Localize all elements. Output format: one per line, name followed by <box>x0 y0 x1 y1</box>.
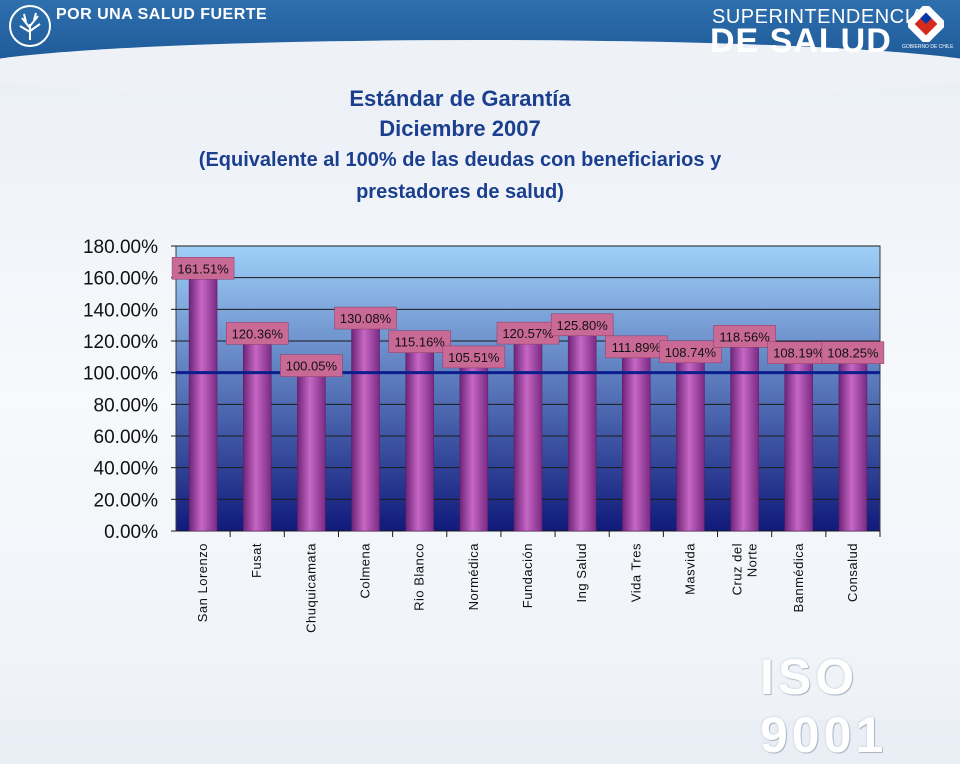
y-tick-label: 140.00% <box>83 300 158 321</box>
x-tick-label: Fundación <box>520 543 535 608</box>
bar <box>622 353 651 532</box>
data-label: 120.36% <box>232 326 284 341</box>
y-tick-label: 100.00% <box>83 364 158 385</box>
data-label-box <box>821 341 885 364</box>
brand-top-text: SUPERINTENDENCIA <box>712 6 925 28</box>
x-tick-label-line: Rio Blanco <box>412 543 427 611</box>
x-tick-label-line: Norte <box>745 543 760 577</box>
x-tick-label: Normédica <box>466 543 481 611</box>
brand-bottom-text: DE SALUD <box>710 22 892 60</box>
bar <box>784 359 814 532</box>
x-tick-label: Ing Salud <box>574 543 589 602</box>
bar <box>567 331 597 532</box>
y-tick-label: 180.00% <box>83 237 158 258</box>
bar <box>459 363 489 532</box>
x-tick-label-line: Consalud <box>845 543 860 602</box>
data-label: 108.25% <box>827 346 879 361</box>
data-label: 115.16% <box>395 335 446 350</box>
data-label: 105.51% <box>448 350 500 365</box>
data-label-box <box>442 345 506 369</box>
title-line-3: (Equivalente al 100% de las deudas con b… <box>198 149 722 171</box>
data-label-box <box>280 354 343 377</box>
y-tick-label: 20.00% <box>94 490 159 511</box>
bar-chart: 0.00% 20.00% 40.00% 60.00% 80.00% 100.00% 120.… <box>83 237 885 633</box>
data-label: 120.57% <box>502 326 554 341</box>
x-tick-label: San Lorenzo <box>195 543 210 622</box>
data-label: 108.19% <box>773 346 825 361</box>
header-curve <box>0 40 960 100</box>
x-tick-label-line: San Lorenzo <box>195 543 210 622</box>
y-tick-label: 80.00% <box>94 395 159 416</box>
x-tick-label: Chuquicamata <box>303 543 318 633</box>
x-tick-label: Consalud <box>845 543 860 602</box>
bar <box>351 324 380 532</box>
data-label-box <box>388 330 451 353</box>
x-tick-label-line: Colmena <box>358 543 373 599</box>
slogan-text: POR UNA SALUD FUERTE <box>56 6 268 23</box>
data-label: 111.89% <box>612 340 662 355</box>
bar <box>188 275 218 532</box>
x-tick-label: Masvida <box>682 543 697 595</box>
x-tick-label: Fusat <box>249 543 264 578</box>
x-tick-label-line: Fundación <box>520 543 535 608</box>
x-tick-label-line: Normédica <box>466 543 481 611</box>
data-label: 125.80% <box>556 318 608 333</box>
bar <box>676 358 705 532</box>
bar <box>297 372 326 532</box>
x-tick-label: Banmédica <box>791 543 806 613</box>
data-label-box <box>334 306 397 330</box>
x-tick-label: Colmena <box>358 543 373 599</box>
data-label: 130.08% <box>340 311 392 326</box>
title-line-1: Estándar de Garantía <box>349 86 571 111</box>
data-label: 108.74% <box>665 345 717 360</box>
data-label-box <box>550 313 614 337</box>
x-tick-label-line: Masvida <box>682 543 697 595</box>
x-tick-label-line: Vida Tres <box>628 543 643 602</box>
iso-watermark: ISO 9001 <box>760 649 888 763</box>
bar <box>242 340 272 532</box>
x-tick-label-line: Ing Salud <box>574 543 589 602</box>
government-crest-icon <box>908 6 944 42</box>
data-label: 100.05% <box>286 359 338 374</box>
x-tick-label-line: Fusat <box>249 543 264 578</box>
y-tick-label: 40.00% <box>94 459 159 480</box>
page-title: Estándar de Garantía Diciembre 2007 (Equ… <box>150 84 770 208</box>
data-label-box <box>659 340 722 364</box>
x-tick-label: Vida Tres <box>628 543 643 602</box>
data-label: 118.56% <box>719 329 770 344</box>
data-label-box <box>713 325 776 348</box>
x-tick-label-line: Chuquicamata <box>303 543 318 633</box>
x-tick-label: Cruz delNorte <box>730 543 760 595</box>
y-tick-label: 0.00% <box>104 522 158 543</box>
y-tick-label: 60.00% <box>94 427 159 448</box>
bar <box>405 348 434 532</box>
title-line-2: Diciembre 2007 <box>379 116 541 141</box>
y-tick-label: 160.00% <box>83 269 158 290</box>
x-tick-label-line: Banmédica <box>791 543 806 613</box>
bar <box>513 339 543 532</box>
title-line-4: prestadores de salud) <box>356 181 564 203</box>
government-label: GOBIERNO DE CHILE <box>902 44 954 50</box>
data-label: 161.51% <box>177 261 229 276</box>
x-tick-label-line: Cruz del <box>730 543 745 595</box>
x-tick-label: Rio Blanco <box>412 543 427 611</box>
bar <box>730 343 759 532</box>
bar <box>838 359 868 532</box>
tree-logo-icon <box>9 5 51 47</box>
data-label-box <box>225 322 289 345</box>
y-tick-label: 120.00% <box>83 332 158 353</box>
data-label-box <box>171 257 235 280</box>
